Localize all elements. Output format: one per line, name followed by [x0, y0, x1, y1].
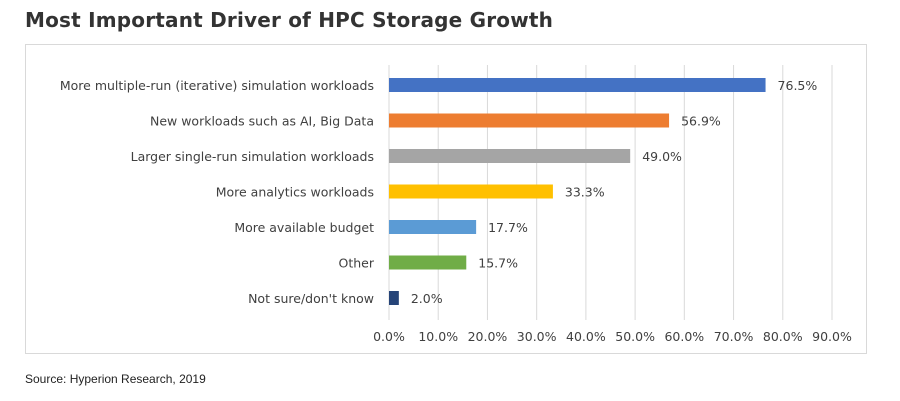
data-labels: 76.5% 56.9% 49.0% 33.3% 17.7% 15.7% 2.0% — [411, 78, 818, 306]
data-label: 17.7% — [488, 220, 528, 235]
x-tick-label: 30.0% — [517, 329, 557, 344]
data-label: 49.0% — [642, 149, 682, 164]
x-tick-label: 70.0% — [714, 329, 754, 344]
category-label: New workloads such as AI, Big Data — [150, 114, 374, 129]
bar — [389, 255, 467, 270]
gridlines — [388, 65, 833, 320]
category-label: More multiple-run (iterative) simulation… — [60, 78, 374, 93]
data-label: 56.9% — [681, 114, 721, 129]
category-label: Other — [339, 256, 375, 271]
category-label: Larger single-run simulation workloads — [131, 149, 374, 164]
x-tick-label: 0.0% — [373, 329, 405, 344]
x-tick-label: 80.0% — [763, 329, 803, 344]
chart-title: Most Important Driver of HPC Storage Gro… — [25, 8, 554, 32]
category-label: More analytics workloads — [216, 185, 374, 200]
bar — [389, 113, 670, 128]
chart-area: More multiple-run (iterative) simulation… — [25, 44, 867, 354]
x-axis-ticks: 0.0% 10.0% 20.0% 30.0% 40.0% 50.0% 60.0% 70.0% 8… — [373, 329, 852, 344]
bar-chart: More multiple-run (iterative) simulation… — [60, 65, 852, 344]
category-label: Not sure/don't know — [248, 291, 374, 306]
data-label: 2.0% — [411, 291, 443, 306]
x-tick-label: 50.0% — [615, 329, 655, 344]
x-tick-label: 10.0% — [418, 329, 458, 344]
source-note: Source: Hyperion Research, 2019 — [25, 372, 206, 386]
bar — [389, 220, 477, 234]
x-tick-label: 90.0% — [812, 329, 852, 344]
bar — [389, 184, 553, 199]
bar — [389, 78, 766, 92]
data-label: 15.7% — [478, 256, 518, 271]
x-tick-label: 40.0% — [566, 329, 606, 344]
data-label: 76.5% — [778, 78, 818, 93]
bar — [389, 291, 399, 305]
x-tick-label: 20.0% — [468, 329, 508, 344]
x-tick-label: 60.0% — [664, 329, 704, 344]
category-label: More available budget — [234, 220, 374, 235]
data-label: 33.3% — [565, 185, 605, 200]
bar — [389, 149, 631, 163]
bars — [389, 78, 766, 305]
category-labels: More multiple-run (iterative) simulation… — [60, 78, 375, 306]
